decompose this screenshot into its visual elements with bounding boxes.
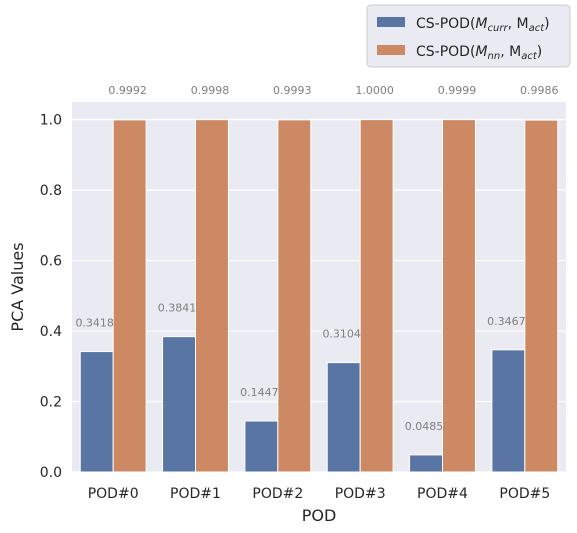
x-tick-label: POD#3 (335, 486, 386, 502)
data-label-series-0: 0.3104 (322, 328, 361, 341)
x-tick-label: POD#0 (88, 486, 139, 502)
bars (79, 119, 559, 473)
bar-series-0 (326, 362, 361, 473)
legend: CS-POD(Mcurr, Mact) CS-POD(Mnn, Mact) (366, 4, 571, 68)
y-axis-title: PCA Values (8, 242, 27, 331)
bar-series-0 (79, 351, 114, 473)
y-tick-label: 0.6 (40, 254, 62, 270)
data-label-series-1: 0.9999 (438, 84, 477, 97)
gridlines (72, 119, 566, 473)
bar-series-1 (442, 119, 476, 473)
data-label-series-1: 0.9998 (191, 84, 230, 97)
plot-area (72, 102, 566, 472)
data-labels: 0.3418 0.9992 0.3841 0.9998 0.1447 0.9993 0.31… (75, 84, 558, 433)
legend-swatch-series-1 (377, 45, 405, 55)
legend-box (366, 4, 571, 68)
x-axis-title: POD (302, 506, 337, 525)
data-label-series-0: 0.0485 (405, 420, 444, 433)
bar-series-0 (491, 349, 526, 473)
data-label-series-1: 0.9986 (520, 84, 559, 97)
data-label-series-1: 1.0000 (355, 84, 394, 97)
bar-series-1 (195, 119, 229, 473)
legend-label-series-1: CS-POD(Mnn, Mact) (416, 44, 542, 62)
y-tick-label: 1.0 (40, 113, 62, 129)
bar-series-1 (359, 119, 394, 473)
y-tick-label: 0.4 (40, 324, 62, 340)
data-label-series-1: 0.9992 (108, 84, 147, 97)
legend-swatch-series-0 (377, 17, 405, 27)
data-label-series-0: 0.3467 (487, 315, 526, 328)
x-tick-label: POD#1 (170, 486, 221, 502)
bar-series-1 (277, 119, 312, 473)
bar-series-0 (409, 454, 444, 473)
y-tick-label: 0.8 (40, 183, 62, 199)
y-tick-label: 0.0 (40, 465, 62, 481)
bar-series-0 (244, 420, 279, 473)
bar-series-1 (524, 119, 559, 473)
x-tick-label: POD#5 (499, 486, 550, 502)
legend-label-series-0: CS-POD(Mcurr, Mact) (416, 16, 550, 34)
data-label-series-0: 0.1447 (240, 386, 279, 399)
y-axis: 0.0 0.2 0.4 0.6 0.8 1.0 (40, 113, 62, 481)
x-tick-label: POD#2 (252, 486, 303, 502)
bar-series-1 (112, 119, 147, 473)
data-label-series-1: 0.9993 (273, 84, 312, 97)
data-label-series-0: 0.3418 (75, 317, 114, 330)
data-label-series-0: 0.3841 (158, 302, 197, 315)
x-axis: POD#0 POD#1 POD#2 POD#3 POD#4 POD#5 (88, 486, 551, 502)
bar-series-0 (162, 336, 196, 473)
y-tick-label: 0.2 (40, 395, 62, 411)
x-tick-label: POD#4 (417, 486, 468, 502)
